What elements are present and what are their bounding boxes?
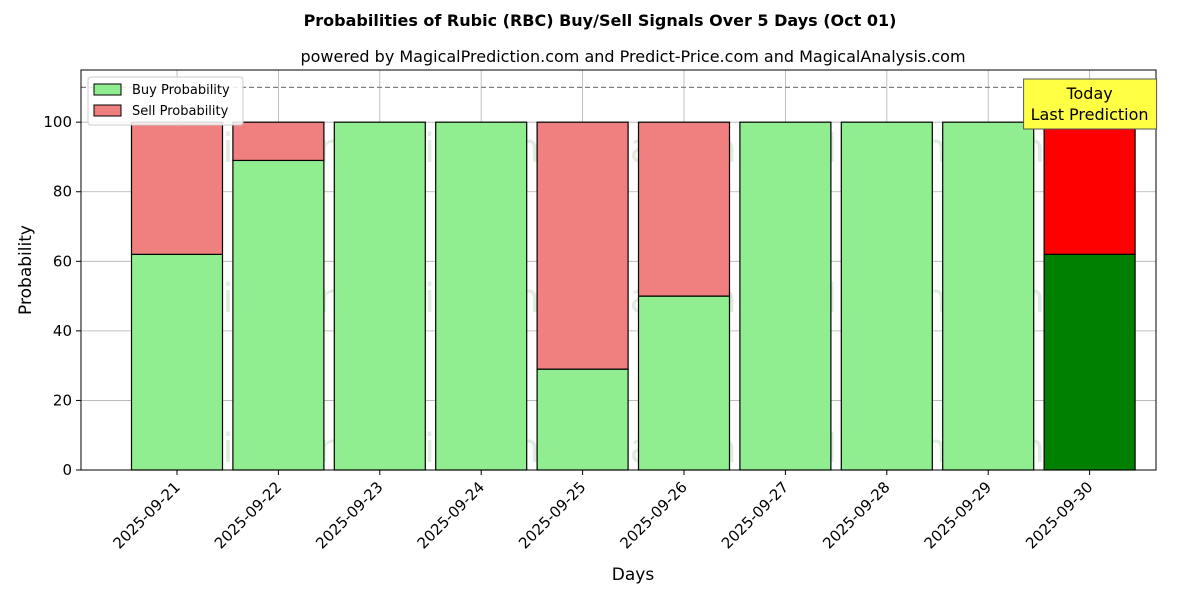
buy-bar: [942, 121, 1035, 471]
y-tick-label: 0: [62, 461, 72, 479]
sell-bar: [232, 121, 325, 162]
legend-swatch: [93, 83, 122, 96]
today-annotation: Today Last Prediction: [1023, 78, 1158, 130]
x-tick-label: 2025-09-30: [1022, 478, 1096, 552]
sell-bar: [1043, 121, 1136, 255]
buy-bar: [536, 368, 629, 471]
annotation-box: [1023, 78, 1158, 130]
y-tick-label: 80: [53, 183, 72, 201]
buy-bar: [1043, 253, 1136, 471]
x-tick-label: 2025-09-21: [109, 478, 183, 552]
annotation-text: Last Prediction: [1031, 105, 1149, 124]
y-tick-label: 40: [53, 322, 72, 340]
y-tick-label: 100: [43, 113, 72, 131]
x-axis-label: Days: [612, 565, 655, 585]
y-tick-label: 20: [53, 391, 72, 409]
x-tick-label: 2025-09-24: [414, 478, 488, 552]
bars: [130, 121, 1136, 471]
legend-box: [87, 76, 244, 126]
plot-frame: [80, 69, 1157, 471]
x-tick-label: 2025-09-29: [921, 478, 995, 552]
buy-bar: [739, 121, 832, 471]
legend-label: Sell Probability: [132, 104, 229, 119]
legend: Buy Probability Sell Probability: [87, 76, 244, 126]
buy-bar: [637, 295, 731, 471]
buy-bar: [333, 121, 426, 471]
x-tick-label: 2025-09-28: [819, 478, 893, 552]
x-tick-label: 2025-09-26: [616, 478, 690, 552]
y-tick-label: 60: [53, 252, 72, 270]
buy-bar: [232, 159, 325, 471]
x-axis: 2025-09-21 2025-09-22 2025-09-23 2025-09-24…: [109, 470, 1096, 552]
buy-bar: [435, 121, 528, 471]
legend-swatch: [93, 104, 122, 117]
x-tick-label: 2025-09-25: [515, 478, 589, 552]
annotation-text: Today: [1065, 84, 1112, 103]
x-tick-label: 2025-09-27: [718, 478, 792, 552]
x-tick-label: 2025-09-23: [312, 478, 386, 552]
sell-bar: [536, 121, 629, 370]
x-tick-label: 2025-09-22: [211, 478, 285, 552]
buy-bar: [840, 121, 933, 471]
y-axis: 0 20 40 60 80 100: [43, 113, 81, 479]
buy-bar: [130, 253, 224, 471]
legend-label: Buy Probability: [132, 83, 230, 98]
sell-bar: [637, 121, 731, 297]
chart-subtitle: powered by MagicalPrediction.com and Pre…: [300, 47, 965, 66]
chart-title: Probabilities of Rubic (RBC) Buy/Sell Si…: [304, 11, 897, 30]
sell-bar: [130, 121, 224, 255]
y-axis-label: Probability: [16, 225, 36, 315]
